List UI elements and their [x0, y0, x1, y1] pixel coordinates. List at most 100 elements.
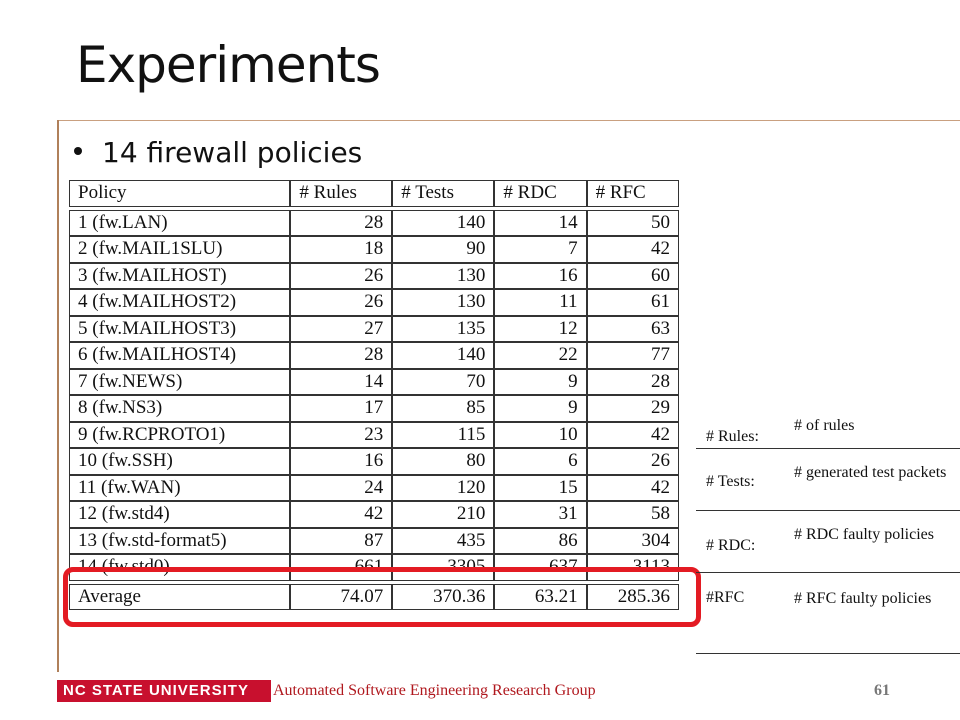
cell-rfc: 28	[586, 368, 679, 395]
legend-key: # RDC:	[706, 537, 756, 554]
cell-policy: 8 (fw.NS3)	[69, 395, 291, 422]
cell-rdc: 11	[494, 289, 587, 316]
page-number: 61	[874, 682, 890, 699]
cell-policy: 13 (fw.std-format5)	[69, 527, 291, 554]
cell-policy: 1 (fw.LAN)	[69, 209, 291, 236]
table-row: 8 (fw.NS3) 17 85 9 29	[69, 395, 679, 422]
cell-policy: 5 (fw.MAILHOST3)	[69, 315, 291, 342]
cell-policy: 11 (fw.WAN)	[69, 474, 291, 501]
table-row: 2 (fw.MAIL1SLU) 18 90 7 42	[69, 236, 679, 263]
table-row: 9 (fw.RCPROTO1) 23 115 10 42	[69, 421, 679, 448]
cell-rules: 28	[290, 342, 393, 369]
cell-rdc: 86	[494, 527, 587, 554]
cell-rules: 26	[290, 262, 393, 289]
table-body: 1 (fw.LAN) 28 140 14 50 2 (fw.MAIL1SLU) 18 90 7 4…	[69, 207, 679, 610]
cell-tests: 90	[392, 236, 495, 263]
cell-rules: 18	[290, 236, 393, 263]
table-row: 5 (fw.MAILHOST3) 27 135 12 63	[69, 315, 679, 342]
cell-rules: 14	[290, 368, 393, 395]
cell-rdc: 9	[494, 395, 587, 422]
header-tests: # Tests	[392, 180, 495, 207]
cell-rules: 17	[290, 395, 393, 422]
university-logo: NC STATE UNIVERSITY	[57, 680, 271, 702]
legend-value: # RDC faulty policies	[794, 526, 934, 543]
cell-policy: 12 (fw.std4)	[69, 501, 291, 528]
cell-tests: 120	[392, 474, 495, 501]
cell-rules: 27	[290, 315, 393, 342]
table-row: 1 (fw.LAN) 28 140 14 50	[69, 209, 679, 236]
cell-rules: 42	[290, 501, 393, 528]
cell-rdc: 31	[494, 501, 587, 528]
cell-rdc: 22	[494, 342, 587, 369]
table-row: 7 (fw.NEWS) 14 70 9 28	[69, 368, 679, 395]
header-policy: Policy	[69, 180, 291, 207]
cell-rules: 87	[290, 527, 393, 554]
cell-tests: 130	[392, 262, 495, 289]
cell-policy: 4 (fw.MAILHOST2)	[69, 289, 291, 316]
table-row: 11 (fw.WAN) 24 120 15 42	[69, 474, 679, 501]
legend-key: #RFC	[706, 589, 745, 606]
table-header-row: Policy # Rules # Tests # RDC # RFC	[69, 180, 679, 207]
bullet-dot-icon	[74, 147, 82, 155]
cell-rdc: 7	[494, 236, 587, 263]
cell-rdc: 15	[494, 474, 587, 501]
cell-tests: 140	[392, 209, 495, 236]
bullet-text: 14 firewall policies	[102, 136, 363, 169]
table-row: 3 (fw.MAILHOST) 26 130 16 60	[69, 262, 679, 289]
cell-rfc: 304	[586, 527, 679, 554]
legend: # Rules: # of rules # Tests: # generated…	[696, 400, 960, 654]
cell-rules: 16	[290, 448, 393, 475]
cell-rfc: 42	[586, 236, 679, 263]
cell-rfc: 29	[586, 395, 679, 422]
cell-rfc: 77	[586, 342, 679, 369]
cell-policy: 7 (fw.NEWS)	[69, 368, 291, 395]
table-row: 12 (fw.std4) 42 210 31 58	[69, 501, 679, 528]
header-rules: # Rules	[290, 180, 393, 207]
divider-horizontal	[57, 120, 960, 121]
legend-row: #RFC # RFC faulty policies	[696, 573, 960, 654]
cell-rdc: 9	[494, 368, 587, 395]
table-row: 13 (fw.std-format5) 87 435 86 304	[69, 527, 679, 554]
cell-tests: 80	[392, 448, 495, 475]
cell-rules: 74.07	[290, 583, 393, 610]
cell-rfc: 63	[586, 315, 679, 342]
cell-rules: 26	[290, 289, 393, 316]
cell-tests: 85	[392, 395, 495, 422]
cell-tests: 140	[392, 342, 495, 369]
cell-tests: 115	[392, 421, 495, 448]
cell-rfc: 58	[586, 501, 679, 528]
cell-rdc: 10	[494, 421, 587, 448]
average-row: Average 74.07 370.36 63.21 285.36	[69, 583, 679, 610]
cell-rfc: 50	[586, 209, 679, 236]
legend-row: # Tests: # generated test packets	[696, 449, 960, 511]
cell-policy: Average	[69, 583, 291, 610]
cell-rfc: 61	[586, 289, 679, 316]
cell-tests: 130	[392, 289, 495, 316]
cell-policy: 9 (fw.RCPROTO1)	[69, 421, 291, 448]
cell-policy: 10 (fw.SSH)	[69, 448, 291, 475]
table-row: 4 (fw.MAILHOST2) 26 130 11 61	[69, 289, 679, 316]
cell-policy: 2 (fw.MAIL1SLU)	[69, 236, 291, 263]
cell-tests: 135	[392, 315, 495, 342]
divider-vertical	[57, 120, 59, 672]
legend-row: # RDC: # RDC faulty policies	[696, 511, 960, 573]
legend-row: # Rules: # of rules	[696, 400, 960, 449]
legend-key: # Tests:	[706, 473, 755, 490]
cell-rules: 28	[290, 209, 393, 236]
cell-rfc: 42	[586, 421, 679, 448]
cell-rdc: 6	[494, 448, 587, 475]
slide-title: Experiments	[76, 36, 381, 94]
cell-rfc: 26	[586, 448, 679, 475]
average-highlight-box	[63, 567, 701, 627]
policy-table: Policy # Rules # Tests # RDC # RFC 1 (fw…	[69, 180, 679, 610]
cell-rdc: 12	[494, 315, 587, 342]
cell-rfc: 285.36	[586, 583, 679, 610]
cell-rdc: 16	[494, 262, 587, 289]
cell-rdc: 14	[494, 209, 587, 236]
cell-rfc: 60	[586, 262, 679, 289]
cell-tests: 435	[392, 527, 495, 554]
table-row: 10 (fw.SSH) 16 80 6 26	[69, 448, 679, 475]
cell-tests: 210	[392, 501, 495, 528]
legend-key: # Rules:	[706, 428, 759, 445]
cell-rules: 24	[290, 474, 393, 501]
